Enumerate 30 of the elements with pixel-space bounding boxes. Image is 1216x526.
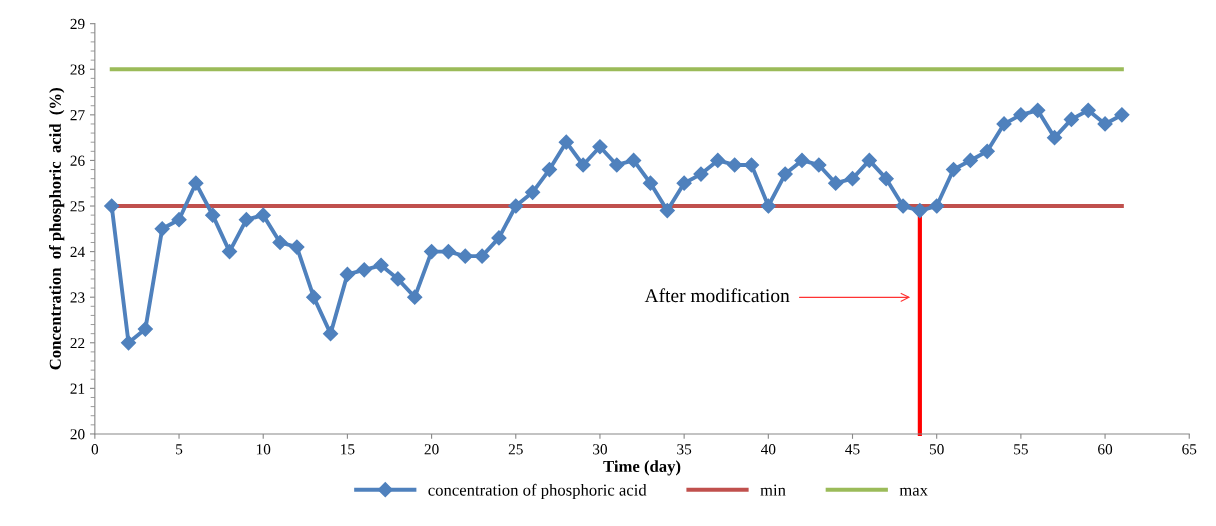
x-tick-label: 50 bbox=[929, 444, 944, 455]
y-tick-label: 26 bbox=[70, 155, 85, 166]
y-tick-label: 21 bbox=[70, 383, 85, 394]
x-tick-label: 45 bbox=[845, 444, 860, 455]
annotation: After modification bbox=[644, 288, 790, 303]
x-tick-label: 40 bbox=[760, 444, 776, 455]
y-tick-label: 25 bbox=[70, 201, 85, 212]
x-tick-label: 60 bbox=[1098, 444, 1113, 455]
y-tick-label: 20 bbox=[70, 429, 85, 440]
x-tick-label: 35 bbox=[677, 444, 692, 455]
x-tick-label: 15 bbox=[341, 444, 355, 455]
x-axis-title: Time (day) bbox=[603, 460, 681, 476]
x-tick-label: 25 bbox=[508, 444, 523, 455]
y-tick-label: 23 bbox=[70, 292, 85, 303]
y-tick-label: 22 bbox=[70, 337, 85, 349]
x-tick-label: 20 bbox=[424, 444, 439, 455]
x-tick-label: 30 bbox=[593, 444, 608, 455]
y-tick-label: 29 bbox=[70, 18, 85, 30]
x-tick-label: 10 bbox=[256, 444, 271, 455]
y-tick-label: 24 bbox=[70, 246, 85, 257]
y-axis-title: Concentration of phosphoric acid (%) bbox=[49, 88, 65, 370]
y-tick-label: 28 bbox=[70, 64, 85, 75]
legend-label: max bbox=[899, 487, 928, 496]
x-tick-label: 5 bbox=[176, 444, 183, 455]
y-tick-label: 27 bbox=[70, 110, 85, 121]
legend-label: min bbox=[760, 484, 786, 496]
x-tick-label: 0 bbox=[91, 444, 99, 455]
legend-label: concentration of phosphoric acid bbox=[428, 483, 647, 500]
x-tick-label: 55 bbox=[1014, 444, 1028, 455]
x-tick-label: 65 bbox=[1182, 444, 1197, 455]
